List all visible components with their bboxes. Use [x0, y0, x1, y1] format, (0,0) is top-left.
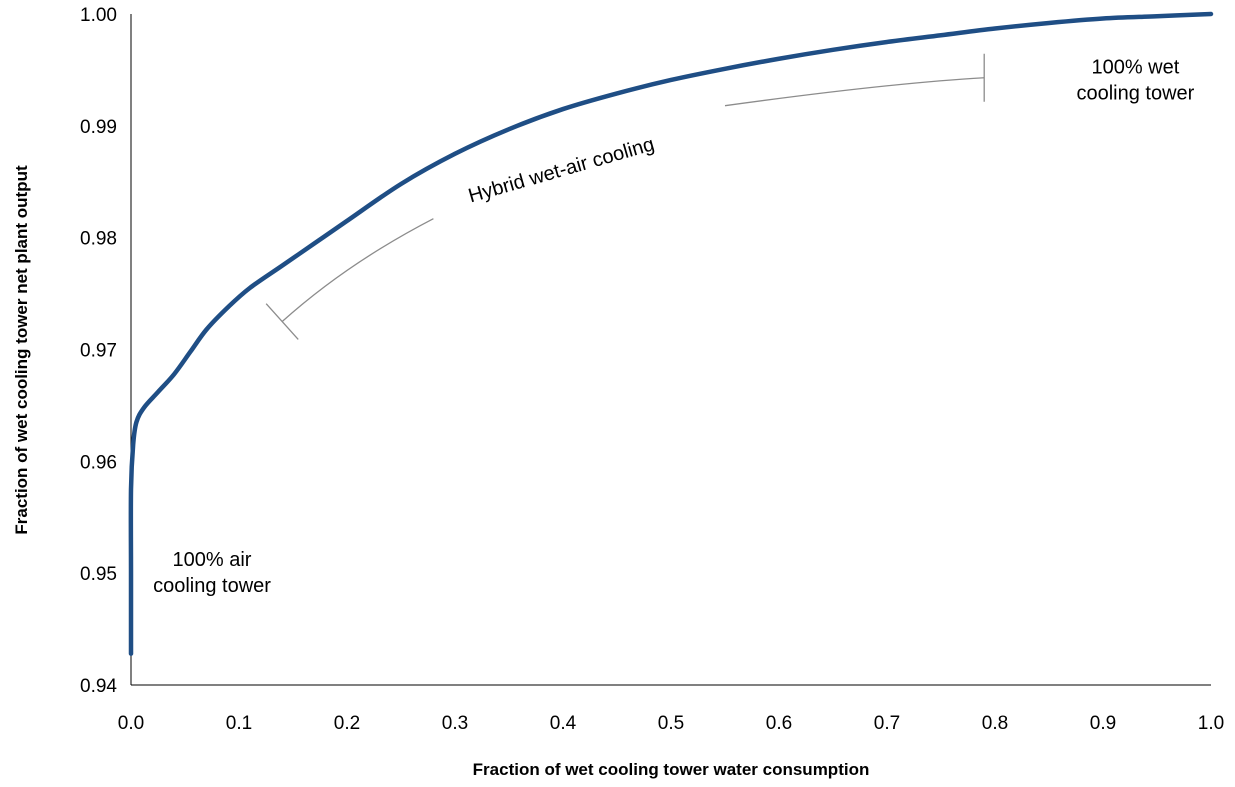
x-tick-label: 0.4: [550, 713, 577, 734]
x-tick-label: 0.8: [982, 713, 1008, 734]
annotation-line: cooling tower: [153, 575, 271, 597]
y-tick-label: 1.00: [80, 5, 117, 26]
y-tick-label: 0.99: [80, 117, 117, 138]
x-tick-label: 0.7: [874, 713, 900, 734]
annotation-line: cooling tower: [1076, 83, 1194, 105]
annotation-line: Hybrid wet-air cooling: [466, 133, 657, 207]
annotations: Hybrid wet-air cooling 100% wet cooling to…: [153, 57, 1195, 597]
annotation-line: 100% wet: [1091, 57, 1179, 79]
y-axis-title: Fraction of wet cooling tower net plant …: [12, 165, 31, 535]
chart-annotation: 100% air cooling tower: [153, 549, 271, 597]
y-tick-label: 0.97: [80, 341, 117, 362]
axes: [130, 14, 1211, 686]
bracket-end-cap: [265, 303, 299, 340]
x-axis-title: Fraction of wet cooling tower water cons…: [473, 760, 870, 779]
series-group: [128, 11, 1214, 656]
x-tick-label: 0.0: [118, 713, 144, 734]
x-tick-label: 0.9: [1090, 713, 1116, 734]
y-tick-labels: 0.94 0.95 0.96 0.97 0.98 0.99 1.00: [80, 5, 117, 697]
x-tick-labels: 0.0 0.1 0.2 0.3 0.4 0.5 0.6 0.7 0.8 0.9 1.0: [118, 713, 1224, 734]
x-tick-label: 0.5: [658, 713, 684, 734]
x-tick-label: 0.1: [226, 713, 252, 734]
chart-annotation: Hybrid wet-air cooling: [466, 133, 657, 207]
series-line: [128, 11, 1214, 656]
y-tick-label: 0.98: [80, 229, 117, 250]
y-tick-label: 0.94: [80, 676, 117, 697]
bracket-line: [281, 218, 434, 323]
x-tick-label: 0.2: [334, 713, 360, 734]
y-tick-label: 0.96: [80, 452, 117, 473]
bracket-line: [724, 77, 985, 107]
annotation-line: 100% air: [173, 549, 252, 571]
x-tick-label: 0.6: [766, 713, 792, 734]
x-tick-label: 1.0: [1198, 713, 1224, 734]
chart-annotation: 100% wet cooling tower: [1076, 57, 1194, 105]
x-tick-label: 0.3: [442, 713, 468, 734]
y-tick-label: 0.95: [80, 564, 117, 585]
range-brackets: [265, 53, 985, 340]
